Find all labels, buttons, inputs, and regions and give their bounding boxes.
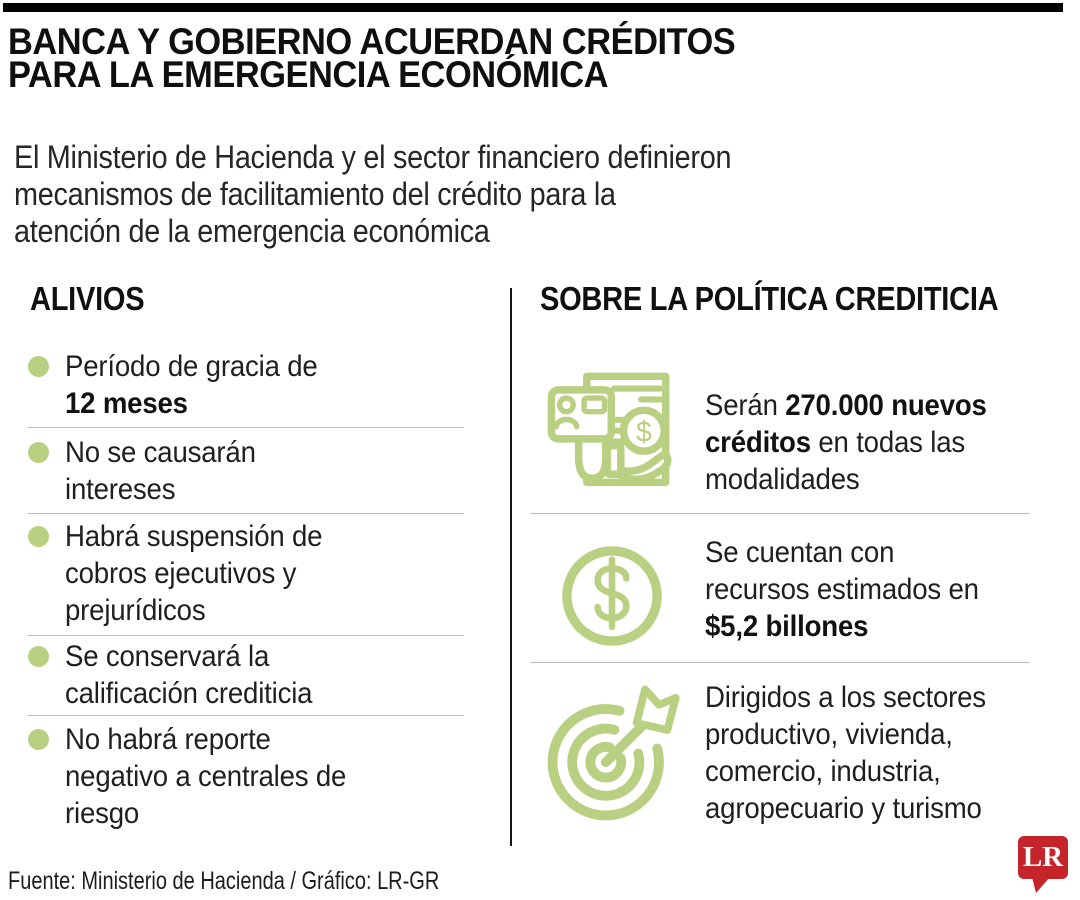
row-separator (530, 513, 1030, 514)
list-item: Período de gracia de 12 meses (28, 349, 468, 423)
bullet-dot-icon (28, 646, 49, 667)
bullet-dot-icon (28, 729, 49, 750)
list-item-text: Habrá suspensión de cobros ejecutivos y … (65, 520, 323, 627)
page-title-line-1: BANCA Y GOBIERNO ACUERDAN CRÉDITOS (8, 21, 736, 62)
credit-policy-heading: SOBRE LA POLÍTICA CREDITICIA (540, 280, 999, 317)
subtitle-line-2: mecanismos de facilitamiento del crédito… (14, 176, 616, 212)
info-text: Dirigidos a los sectores productivo, viv… (705, 681, 986, 825)
column-divider (510, 288, 512, 846)
lr-logo: LR (1018, 836, 1068, 879)
page-title-line-2: PARA LA EMERGENCIA ECONÓMICA (8, 54, 608, 95)
row-separator (28, 513, 464, 514)
bullet-dot-icon (28, 526, 49, 547)
info-text: Serán 270.000 nuevos créditos en todas l… (705, 389, 987, 496)
lr-logo-tail (1032, 877, 1050, 893)
loan-document-icon: $ (547, 372, 672, 487)
page-subtitle: El Ministerio de Hacienda y el sector fi… (14, 139, 732, 250)
row-separator (28, 427, 464, 428)
row-separator (530, 662, 1030, 663)
list-item: Se conservará la calificación crediticia (28, 639, 468, 713)
bullet-dot-icon (28, 442, 49, 463)
list-item-text: No se causarán intereses (65, 436, 256, 506)
lr-logo-text: LR (1022, 841, 1064, 873)
list-item-text: No habrá reporte negativo a centrales de… (65, 723, 347, 830)
alivios-heading: ALIVIOS (30, 280, 145, 317)
dollar-coin-icon (562, 546, 662, 646)
list-item-text: Período de gracia de 12 meses (65, 350, 318, 420)
bullet-dot-icon (28, 356, 49, 377)
row-separator (28, 715, 464, 716)
list-item-text: Se conservará la calificación crediticia (65, 640, 313, 710)
list-item: No se causarán intereses (28, 435, 468, 509)
page-title: BANCA Y GOBIERNO ACUERDAN CRÉDITOS PARA … (8, 21, 736, 95)
subtitle-line-1: El Ministerio de Hacienda y el sector fi… (14, 139, 732, 175)
subtitle-line-3: atención de la emergencia económica (14, 213, 490, 249)
list-item: Habrá suspensión de cobros ejecutivos y … (28, 519, 468, 629)
info-text: Se cuentan con recursos estimados en $5,… (705, 536, 979, 643)
target-icon (547, 685, 680, 821)
row-separator (28, 635, 464, 636)
svg-text:$: $ (636, 417, 652, 449)
source-credit: Fuente: Ministerio de Hacienda / Gráfico… (8, 867, 440, 895)
top-accent-bar (3, 3, 1063, 12)
list-item: No habrá reporte negativo a centrales de… (28, 722, 468, 832)
